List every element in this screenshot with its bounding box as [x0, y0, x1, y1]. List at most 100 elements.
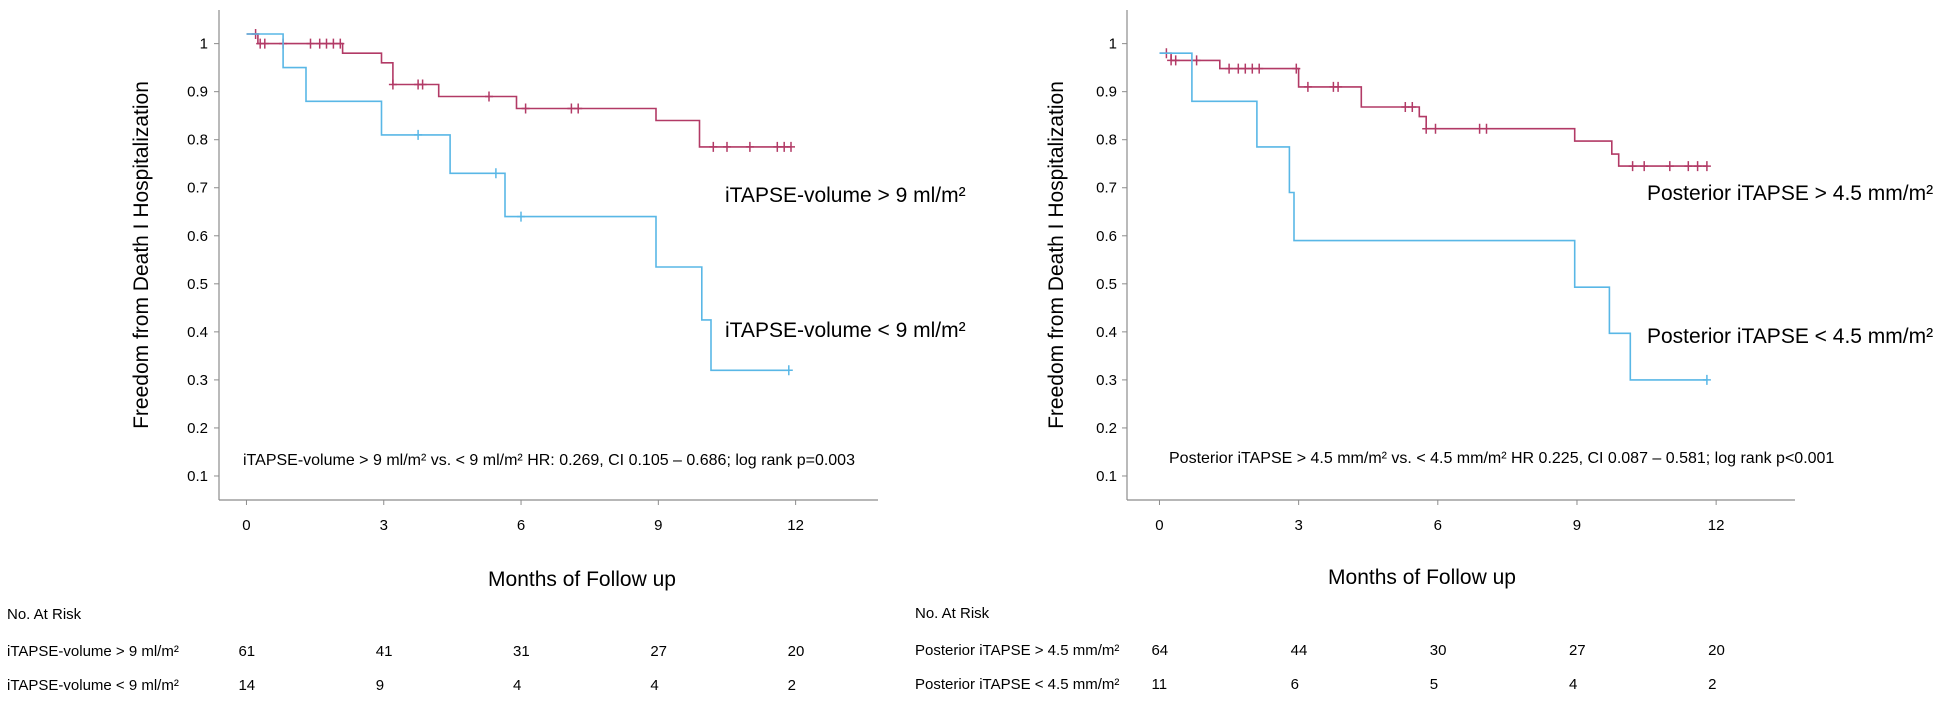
censor-mark: [1422, 123, 1431, 134]
censor-mark: [329, 38, 338, 49]
risk-cell: 64: [1151, 642, 1169, 659]
survival-curve-low: [1159, 52, 1707, 381]
risk-cell: 4: [1568, 676, 1578, 693]
survival-curve-low: [246, 33, 789, 372]
y-axis-label: Freedom from Death I Hospitalization: [1045, 81, 1068, 429]
x-tick-label: 3: [380, 517, 388, 534]
risk-table-row: iTAPSE-volume < 9 ml/m² 14 9 4 4 2: [0, 677, 960, 697]
risk-cell: 27: [650, 643, 668, 660]
risk-cell: 14: [238, 677, 256, 694]
censor-mark: [1192, 55, 1201, 66]
y-tick-label: 0.7: [187, 180, 208, 197]
risk-table-title: No. At Risk: [7, 606, 82, 623]
censor-mark: [1248, 63, 1257, 74]
censor-mark: [574, 103, 583, 114]
censor-mark: [322, 38, 331, 49]
censor-mark: [787, 141, 795, 152]
censor-mark: [1334, 81, 1343, 92]
risk-cell: 9: [375, 677, 385, 694]
y-tick-label: 0.5: [187, 276, 208, 293]
censor-mark: [1292, 63, 1301, 74]
censor-mark: [1431, 123, 1440, 134]
y-tick-label: 0.9: [187, 84, 208, 101]
y-tick-label: 0.6: [1096, 228, 1117, 245]
censor-mark: [745, 141, 754, 152]
risk-table-row: iTAPSE-volume > 9 ml/m² 61 41 31 27 20: [0, 643, 960, 663]
censor-mark: [1225, 63, 1234, 74]
censor-mark: [1171, 55, 1180, 66]
risk-cell: 4: [513, 677, 522, 694]
y-tick-label: 0.2: [187, 420, 208, 437]
censor-mark: [315, 38, 324, 49]
series-label-low: iTAPSE-volume < 9 ml/m²: [725, 319, 966, 342]
y-tick-label: 0.4: [1096, 324, 1117, 341]
censor-mark: [567, 103, 576, 114]
y-tick-label: 0.3: [1096, 372, 1117, 389]
risk-cell: 2: [787, 677, 796, 694]
series-group: [246, 29, 795, 376]
y-tick-label: 0.1: [1096, 468, 1117, 485]
censor-mark: [1255, 63, 1264, 74]
y-tick-label: 1: [1109, 36, 1117, 53]
survival-curve-high: [1159, 52, 1707, 167]
censor-mark: [1482, 123, 1491, 134]
risk-cell: 11: [1151, 676, 1168, 693]
censor-mark: [491, 168, 500, 179]
km-chart-left: 0.1 0.2 0.3 0.4 0.5 0.6 0.7 0.8 0.9 1 0 3 6 9 12 Freed…: [0, 0, 966, 701]
y-tick-label: 0.3: [187, 372, 208, 389]
censor-mark: [723, 141, 731, 152]
x-tick-label: 9: [1573, 517, 1581, 534]
hazard-ratio-annotation: Posterior iTAPSE > 4.5 mm/m² vs. < 4.5 m…: [1169, 450, 1834, 467]
series-label-high: iTAPSE-volume > 9 ml/m²: [725, 184, 966, 207]
risk-cell: 41: [375, 643, 393, 660]
x-tick-label: 3: [1294, 517, 1302, 534]
censor-mark: [1408, 102, 1417, 112]
axes: 0.1 0.2 0.3 0.4 0.5 0.6 0.7 0.8 0.9 1 0 3 6 9 12: [1096, 10, 1795, 534]
censor-mark: [1628, 161, 1637, 172]
x-tick-label: 0: [242, 517, 250, 534]
censor-mark: [414, 129, 423, 140]
hazard-ratio-annotation: iTAPSE-volume > 9 ml/m² vs. < 9 ml/m² HR…: [243, 452, 855, 469]
censor-mark: [260, 38, 269, 49]
km-plot-right: 0.1 0.2 0.3 0.4 0.5 0.6 0.7 0.8 0.9 1 0 3 6 9 12 Freed…: [1045, 10, 1933, 589]
series-group: [1159, 48, 1711, 385]
risk-row-label: iTAPSE-volume < 9 ml/m²: [7, 677, 179, 694]
censor-mark: [1693, 161, 1702, 172]
km-chart-right: 0.1 0.2 0.3 0.4 0.5 0.6 0.7 0.8 0.9 1 0 3 6 9 12 Freed…: [905, 0, 1943, 701]
censor-mark: [485, 91, 493, 102]
censor-mark: [709, 141, 718, 152]
y-tick-label: 0.1: [187, 468, 208, 485]
survival-curve-high: [246, 33, 791, 148]
x-tick-label: 6: [1434, 517, 1442, 534]
censor-mark: [336, 38, 345, 49]
censor-mark: [1234, 63, 1243, 74]
x-tick-label: 12: [787, 517, 804, 534]
series-label-low: Posterior iTAPSE < 4.5 mm/m²: [1647, 325, 1933, 348]
censor-mark: [1475, 123, 1484, 134]
y-tick-label: 0.7: [1096, 180, 1117, 197]
censor-mark: [1702, 374, 1711, 385]
risk-table-right: No. At Risk Posterior iTAPSE > 4.5 mm/m²…: [905, 605, 1943, 701]
censor-mark: [418, 79, 427, 90]
censor-mark: [306, 38, 315, 49]
x-tick-label: 12: [1708, 517, 1725, 534]
y-tick-label: 0.4: [187, 324, 208, 341]
censor-mark: [1665, 161, 1674, 172]
risk-cell: 20: [1708, 642, 1725, 659]
censor-mark: [521, 103, 530, 114]
x-tick-label: 0: [1155, 517, 1163, 534]
risk-row-label: Posterior iTAPSE < 4.5 mm/m²: [915, 676, 1120, 693]
axes: 0.1 0.2 0.3 0.4 0.5 0.6 0.7 0.8 0.9 1 0 3 6 9 12: [187, 10, 878, 534]
series-label-high: Posterior iTAPSE > 4.5 mm/m²: [1647, 182, 1933, 205]
risk-table-left: No. At Risk iTAPSE-volume > 9 ml/m² 61 41 3…: [0, 606, 960, 701]
risk-table-row: Posterior iTAPSE > 4.5 mm/m² 64 44 30 27 20: [905, 642, 1943, 662]
y-tick-label: 0.5: [1096, 276, 1117, 293]
censor-mark: [1640, 161, 1649, 172]
censor-mark: [784, 365, 793, 376]
risk-cell: 61: [238, 643, 256, 660]
risk-cell: 27: [1568, 642, 1586, 659]
censor-mark: [773, 141, 782, 152]
risk-cell: 2: [1708, 676, 1717, 693]
risk-cell: 20: [787, 643, 805, 660]
y-tick-label: 0.6: [187, 228, 208, 245]
